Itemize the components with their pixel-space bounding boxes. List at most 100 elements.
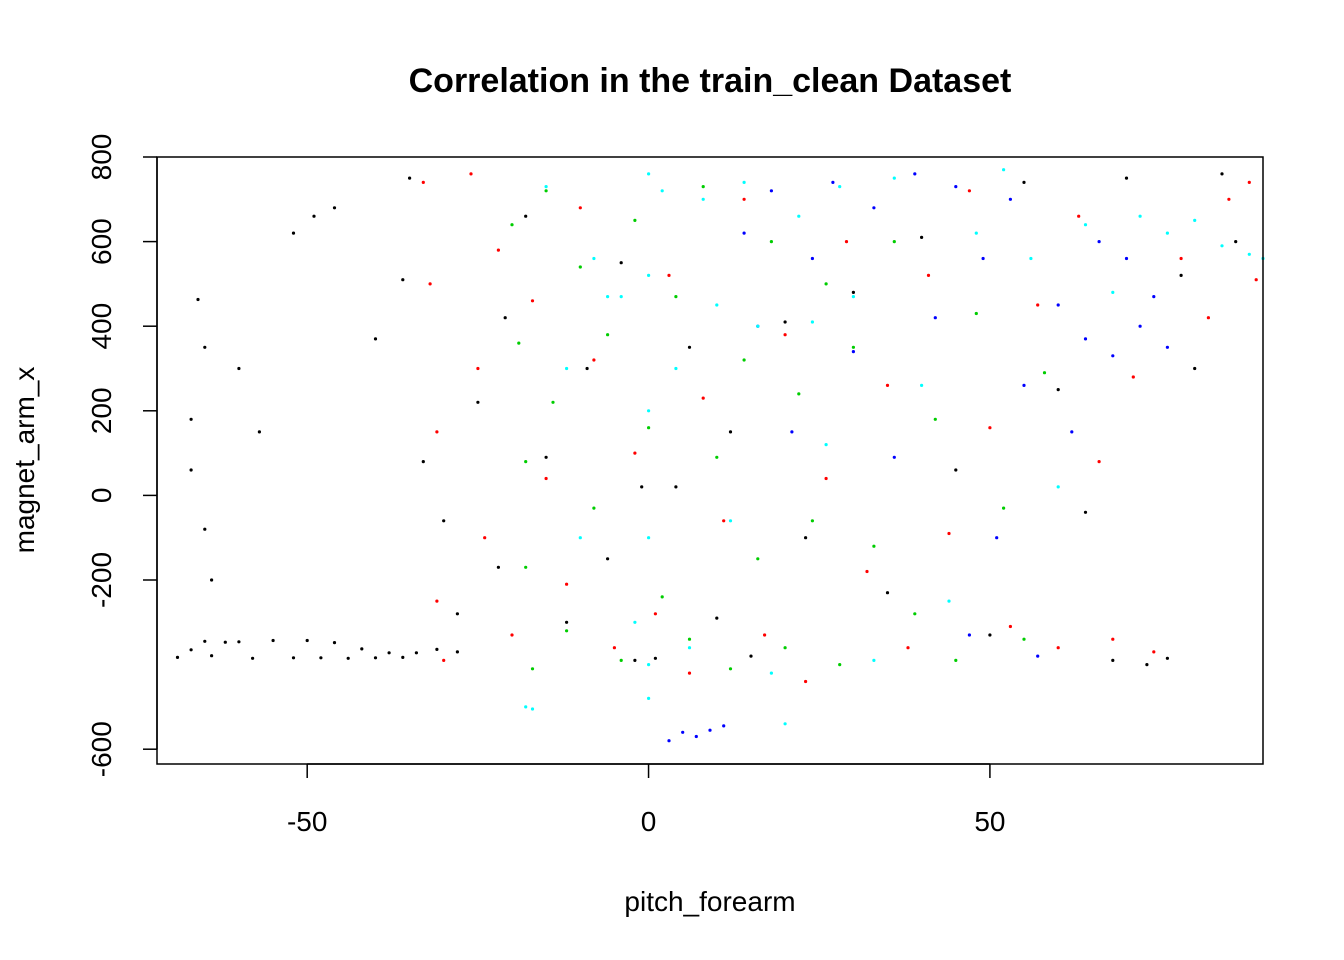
data-point xyxy=(544,185,548,189)
data-point xyxy=(360,647,364,651)
y-tick-label: -600 xyxy=(86,721,117,777)
data-points-layer xyxy=(175,168,1265,743)
data-point xyxy=(667,739,671,743)
data-point xyxy=(756,324,760,328)
data-point xyxy=(810,519,815,523)
data-point xyxy=(865,569,869,574)
data-point xyxy=(291,231,296,235)
data-point xyxy=(674,295,678,299)
data-point xyxy=(510,223,514,227)
data-point xyxy=(653,656,658,660)
data-point xyxy=(647,172,651,176)
data-point xyxy=(715,303,719,307)
data-point xyxy=(414,651,418,655)
data-point xyxy=(175,655,180,660)
data-point xyxy=(653,612,658,616)
data-point xyxy=(578,265,582,269)
x-tick-label: 50 xyxy=(974,806,1005,837)
data-point xyxy=(1029,256,1033,261)
data-point xyxy=(373,337,378,341)
data-point xyxy=(742,197,746,201)
data-point xyxy=(319,656,323,660)
data-point xyxy=(660,189,664,193)
data-point xyxy=(920,235,924,239)
data-point xyxy=(783,320,787,324)
data-point xyxy=(606,333,610,337)
data-point xyxy=(701,197,705,201)
data-point xyxy=(1165,231,1169,235)
y-tick-label: 0 xyxy=(86,488,117,504)
data-point xyxy=(210,578,214,582)
data-point xyxy=(763,633,767,637)
data-point xyxy=(851,290,856,294)
data-point xyxy=(885,591,890,595)
data-point xyxy=(728,430,733,434)
data-point xyxy=(469,172,473,176)
data-point xyxy=(189,468,193,472)
data-point xyxy=(920,383,924,387)
data-point xyxy=(892,240,896,244)
data-point xyxy=(1002,506,1006,510)
data-point xyxy=(428,282,432,286)
data-point xyxy=(442,519,446,523)
data-point xyxy=(851,350,856,354)
data-point xyxy=(1097,240,1101,244)
data-point xyxy=(640,485,644,489)
data-point xyxy=(1022,180,1026,184)
data-point xyxy=(783,333,787,337)
data-point xyxy=(756,557,760,561)
data-point xyxy=(838,663,842,667)
data-point xyxy=(851,345,856,349)
data-point xyxy=(769,240,774,244)
data-point xyxy=(974,231,978,235)
data-point xyxy=(838,185,842,189)
data-point xyxy=(1193,218,1197,222)
data-point xyxy=(332,206,337,210)
data-point xyxy=(810,320,815,324)
data-point xyxy=(291,656,296,660)
data-point xyxy=(565,629,569,633)
data-point xyxy=(647,536,651,540)
data-point xyxy=(387,651,391,655)
data-point xyxy=(1227,197,1231,201)
data-point xyxy=(1022,383,1026,387)
data-point xyxy=(804,536,808,540)
data-point xyxy=(1022,637,1026,641)
data-point xyxy=(606,557,610,561)
y-axis-label: magnet_arm_x xyxy=(9,367,40,554)
data-point xyxy=(687,646,692,650)
data-point xyxy=(687,637,692,641)
data-point xyxy=(1152,650,1156,654)
data-point xyxy=(578,536,582,540)
data-point xyxy=(1056,303,1060,307)
data-point xyxy=(892,176,896,180)
data-point xyxy=(872,544,876,548)
data-point xyxy=(647,696,651,701)
data-point xyxy=(742,180,746,184)
y-tick-label: -200 xyxy=(86,552,117,608)
data-point xyxy=(1247,180,1251,184)
data-point xyxy=(1111,354,1115,358)
data-point xyxy=(551,400,555,404)
data-point xyxy=(530,299,535,303)
data-point xyxy=(681,730,685,734)
data-point xyxy=(421,180,425,184)
data-point xyxy=(947,531,951,536)
data-point xyxy=(455,612,459,616)
data-point xyxy=(1056,485,1060,489)
data-point xyxy=(906,646,910,650)
data-point xyxy=(517,341,521,345)
data-point xyxy=(496,248,500,252)
data-point xyxy=(933,316,937,320)
data-point xyxy=(660,595,664,599)
data-point xyxy=(1124,256,1129,261)
data-point xyxy=(565,620,569,624)
data-point xyxy=(332,641,337,645)
data-point xyxy=(872,206,876,210)
data-point xyxy=(619,295,623,299)
data-point xyxy=(592,506,596,510)
data-point xyxy=(694,734,698,739)
data-point xyxy=(715,455,719,459)
data-point xyxy=(271,638,275,643)
